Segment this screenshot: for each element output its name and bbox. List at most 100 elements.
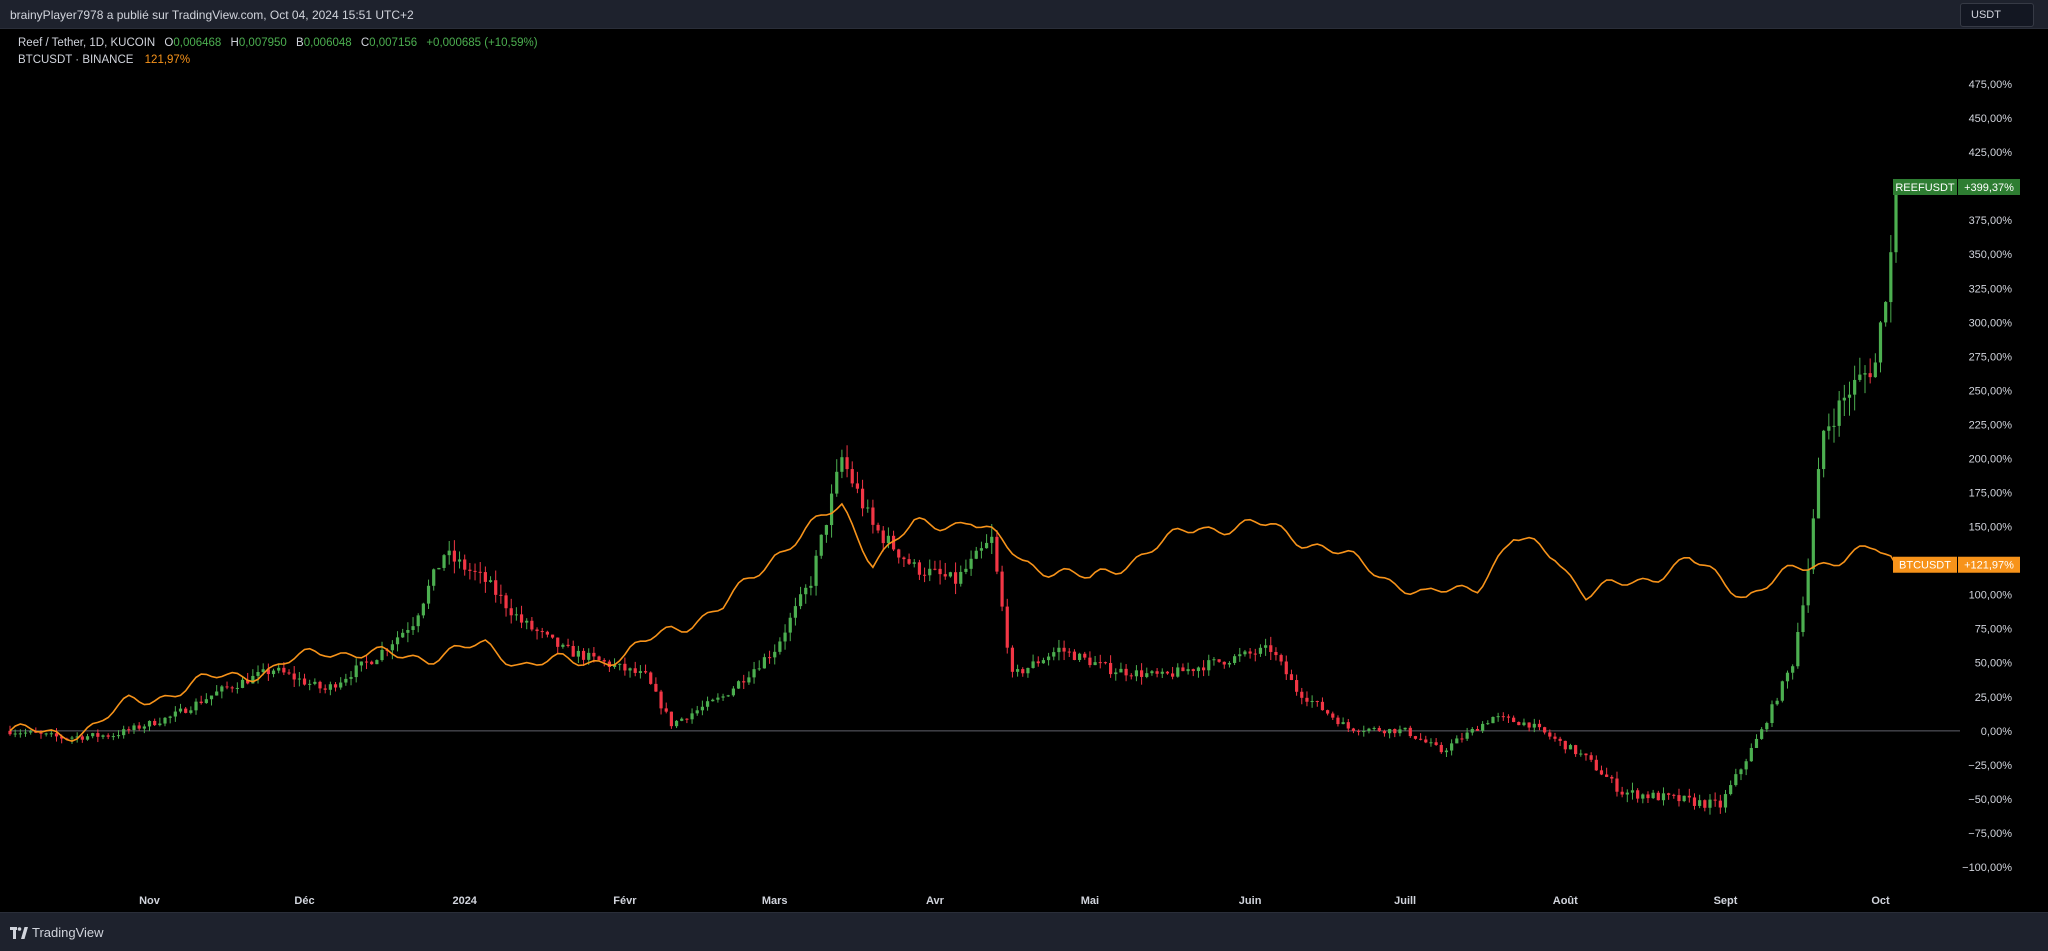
candle-body xyxy=(29,731,33,733)
candle-body xyxy=(809,585,813,588)
candle-body xyxy=(1041,660,1046,664)
candle-body xyxy=(891,535,896,550)
candle-body xyxy=(1589,755,1593,760)
candle-body xyxy=(504,595,508,609)
price-chart[interactable]: 475,00%450,00%425,00%400,00%375,00%350,0… xyxy=(0,29,2048,912)
candle-body xyxy=(922,574,927,576)
candle-body xyxy=(1729,785,1733,795)
candle-body xyxy=(974,550,978,559)
candle-body xyxy=(643,671,648,673)
symbol-title[interactable]: Reef / Tether, 1D, KUCOIN xyxy=(18,37,156,49)
candle-body xyxy=(1450,743,1454,751)
candle-body xyxy=(499,594,503,596)
x-tick-label: Juin xyxy=(1239,895,1262,907)
candle-body xyxy=(1827,426,1831,431)
candle-body xyxy=(1005,606,1009,648)
candle-body xyxy=(674,720,679,727)
candle-body xyxy=(845,457,849,470)
tradingview-brand[interactable]: TradingView xyxy=(32,925,104,940)
candle-body xyxy=(1522,722,1526,726)
candle-body xyxy=(1320,701,1325,711)
candle-body xyxy=(194,701,198,711)
candle-body xyxy=(246,679,250,684)
candle-body xyxy=(561,644,565,647)
candle-body xyxy=(855,483,860,489)
candle-body xyxy=(1698,800,1702,806)
compare-symbol[interactable]: BTCUSDT · BINANCE xyxy=(18,54,134,66)
candle-body xyxy=(669,711,673,727)
x-tick-label: Juill xyxy=(1394,895,1416,907)
candle-body xyxy=(840,457,844,472)
candle-body xyxy=(731,688,735,696)
candle-body xyxy=(1160,671,1164,674)
candle-body xyxy=(1357,730,1361,732)
x-tick-label: Août xyxy=(1553,895,1578,907)
candle-body xyxy=(576,650,580,657)
candle-body xyxy=(762,657,766,669)
candle-body xyxy=(1062,647,1066,652)
candle-body xyxy=(457,559,462,562)
candle-body xyxy=(1822,430,1826,470)
candle-body xyxy=(1119,668,1123,673)
candle-body xyxy=(1444,750,1449,753)
candle-body xyxy=(1651,792,1655,799)
candle-body xyxy=(1243,651,1247,655)
legend-main-row: Reef / Tether, 1D, KUCOIN O0,006468 H0,0… xyxy=(18,35,538,52)
x-tick-label: Sept xyxy=(1714,895,1738,907)
candle-body xyxy=(902,557,906,560)
candle-body xyxy=(271,670,276,675)
candle-body xyxy=(628,668,632,671)
candle-body xyxy=(1336,717,1340,725)
candle-body xyxy=(1811,518,1815,570)
candle-body xyxy=(452,550,456,562)
candle-body xyxy=(1460,738,1464,740)
candle-body xyxy=(871,507,875,525)
x-axis[interactable]: Nov Déc 2024 Févr Mars Avr Mai Juin Juill Août Sep… xyxy=(139,895,1890,907)
candle-body xyxy=(209,695,214,700)
chart-area[interactable]: 475,00%450,00%425,00%400,00%375,00%350,0… xyxy=(0,29,2048,912)
candle-body xyxy=(633,668,637,673)
candle-body xyxy=(1289,674,1294,681)
candle-body xyxy=(1796,632,1800,667)
candle-body xyxy=(1031,661,1035,668)
candle-body xyxy=(1072,651,1077,660)
series-value-label: +399,37% xyxy=(1964,182,2014,194)
candle-body xyxy=(1806,569,1810,606)
candle-body xyxy=(1429,742,1433,744)
candle-body xyxy=(1470,728,1474,733)
candle-body xyxy=(866,507,870,509)
candle-body xyxy=(39,732,43,734)
y-axis[interactable]: 475,00%450,00%425,00%400,00%375,00%350,0… xyxy=(1962,79,2012,874)
candle-body xyxy=(1398,729,1402,734)
candle-body xyxy=(1723,794,1728,808)
candle-body xyxy=(664,708,668,712)
candle-body xyxy=(592,652,596,657)
candle-body xyxy=(581,650,586,660)
candle-body xyxy=(545,631,549,635)
candle-body xyxy=(302,678,307,685)
candle-body xyxy=(1248,651,1252,654)
candle-body xyxy=(1145,673,1149,677)
candle-body xyxy=(1599,770,1604,775)
candle-body xyxy=(1486,723,1490,725)
open-label: O xyxy=(164,37,174,49)
candle-body xyxy=(1140,670,1144,677)
candle-body xyxy=(912,562,916,564)
candle-body xyxy=(96,733,100,737)
candle-body xyxy=(1093,662,1097,666)
candle-body xyxy=(13,733,17,735)
candle-body xyxy=(623,663,627,671)
candle-body xyxy=(432,569,436,586)
candle-body xyxy=(953,572,958,584)
candle-body xyxy=(597,656,601,661)
currency-button[interactable]: USDT xyxy=(1960,3,2034,27)
candle-body xyxy=(928,568,932,576)
candle-body xyxy=(798,594,803,607)
candle-body xyxy=(824,525,829,535)
candle-body xyxy=(49,733,53,735)
candle-body xyxy=(607,661,611,667)
candle-body xyxy=(1171,673,1175,677)
candle-body xyxy=(1388,729,1392,734)
tradingview-logo-icon[interactable] xyxy=(10,927,28,939)
candle-body xyxy=(938,568,942,575)
